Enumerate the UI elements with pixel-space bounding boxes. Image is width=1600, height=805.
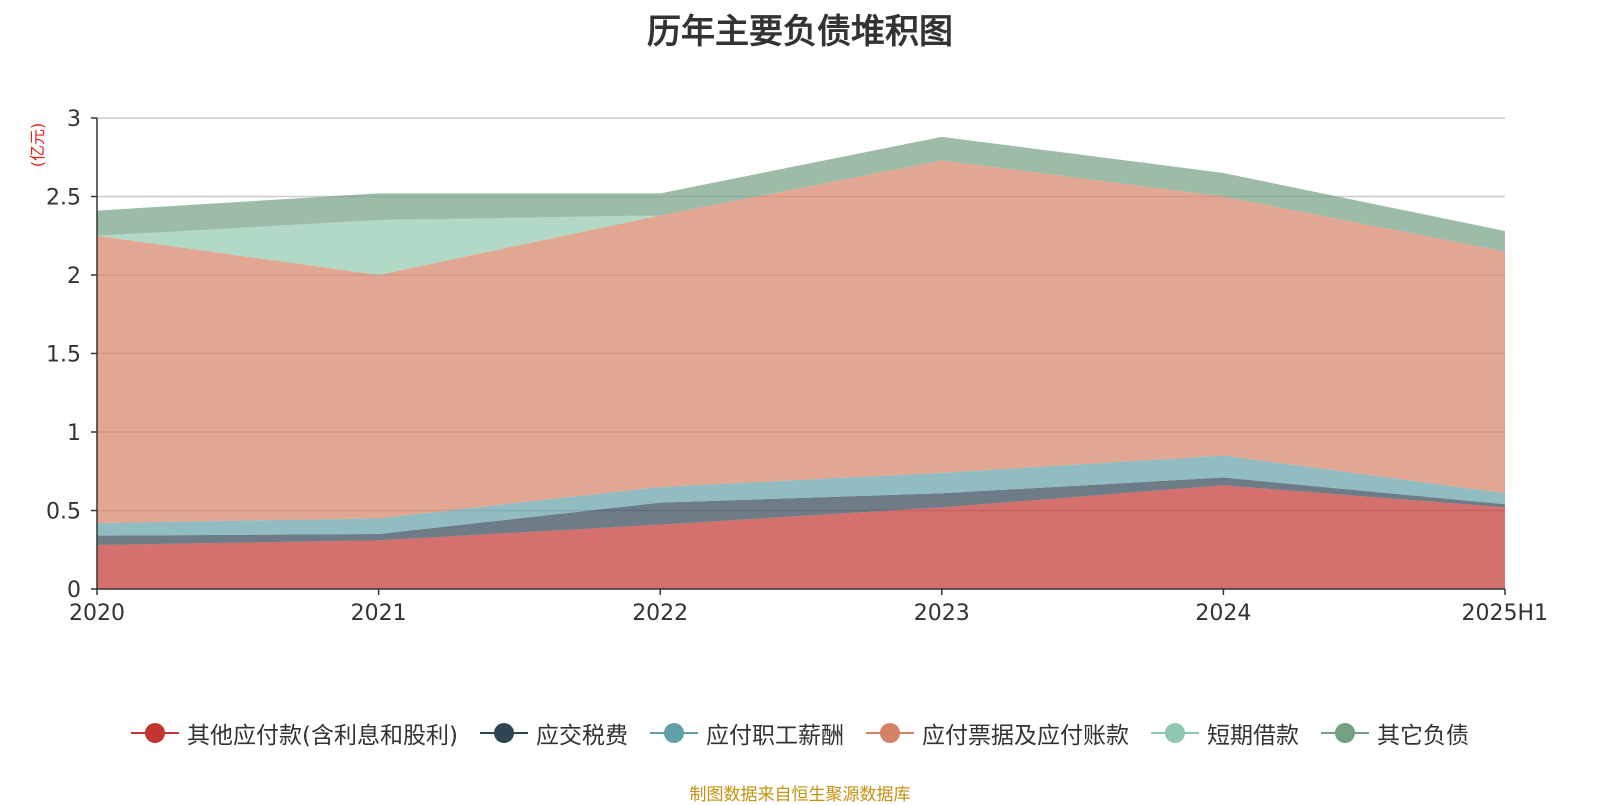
legend-item-4[interactable]: 短期借款 [1150, 716, 1299, 750]
area-series [97, 136, 1505, 589]
x-tick-label-2: 2022 [632, 601, 688, 626]
legend-marker-2 [649, 723, 698, 743]
y-tick-label-1: 0.5 [46, 500, 81, 525]
legend-marker-3 [865, 723, 914, 743]
legend-marker-5 [1320, 723, 1369, 743]
legend-marker-4 [1150, 723, 1199, 743]
legend-marker-1 [479, 723, 528, 743]
x-tick-label-4: 2024 [1195, 601, 1251, 626]
legend-label-4: 短期借款 [1206, 723, 1299, 749]
legend-label-2: 应付职工薪酬 [705, 723, 844, 749]
x-tick-label-1: 2021 [351, 601, 407, 626]
stacked-area-chart: 0 0.5 1 1.5 2 2.5 3 2020 2021 2022 2023 2024 2025H1 [46, 107, 1548, 626]
y-tick-label-2: 1 [67, 421, 81, 446]
y-tick-label-5: 2.5 [46, 186, 81, 211]
x-tick-label-0: 2020 [69, 601, 125, 626]
legend-marker-0 [131, 723, 180, 743]
area-series-4 [97, 160, 1505, 275]
chart-title: 历年主要负债堆积图 [647, 12, 953, 52]
legend-label-0: 其他应付款(含利息和股利) [187, 723, 458, 749]
area-series-5 [97, 136, 1505, 252]
axes [91, 117, 1506, 595]
y-tick-label-6: 3 [67, 107, 81, 132]
y-tick-label-3: 1.5 [46, 343, 81, 368]
area-series-3 [97, 160, 1505, 524]
legend-item-3[interactable]: 应付票据及应付账款 [865, 716, 1129, 750]
y-tick-label-0: 0 [67, 578, 81, 603]
legend-label-5: 其它负债 [1376, 723, 1469, 749]
x-tick-label-3: 2023 [914, 601, 970, 626]
legend-item-5[interactable]: 其它负债 [1320, 716, 1469, 750]
area-series-1 [97, 477, 1505, 546]
tick-labels: 0 0.5 1 1.5 2 2.5 3 2020 2021 2022 2023 2024 2025H1 [46, 107, 1548, 626]
x-tick-label-5: 2025H1 [1461, 601, 1548, 626]
legend-label-1: 应交税费 [535, 723, 628, 749]
legend-label-3: 应付票据及应付账款 [921, 723, 1129, 749]
data-source-note: 制图数据来自恒生聚源数据库 [689, 785, 911, 805]
area-series-0 [97, 485, 1505, 589]
y-tick-label-4: 2 [67, 264, 81, 289]
legend-item-1[interactable]: 应交税费 [479, 716, 628, 750]
legend: 其他应付款(含利息和股利) 应交税费 应付职工薪酬 应付票据及应付账款 短期借款 其它负债 [0, 716, 1600, 750]
legend-item-0[interactable]: 其他应付款(含利息和股利) [131, 716, 458, 750]
area-series-2 [97, 455, 1505, 536]
legend-item-2[interactable]: 应付职工薪酬 [649, 716, 844, 750]
